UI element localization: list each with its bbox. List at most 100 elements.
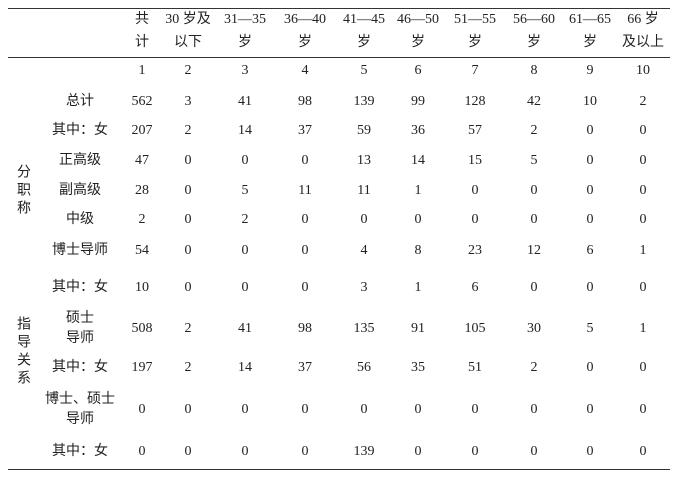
row-label: 中级 (66, 212, 94, 227)
cell: 2 (184, 321, 192, 336)
group-label: 分职称 (15, 163, 30, 218)
cell: 0 (241, 153, 249, 168)
cell: 41 (238, 94, 252, 109)
column-header: 共 (135, 12, 149, 27)
cell: 14 (238, 123, 252, 138)
column-index: 5 (360, 63, 368, 78)
row-label: 其中：女 (52, 444, 108, 459)
cell: 0 (471, 183, 479, 198)
bottom-rule (8, 469, 670, 470)
cell: 41 (238, 321, 252, 336)
cell: 139 (353, 444, 375, 459)
cell: 0 (301, 280, 309, 295)
column-header: 岁 (583, 35, 597, 50)
cell: 0 (301, 402, 309, 417)
column-header: 岁 (298, 35, 312, 50)
cell: 57 (468, 123, 482, 138)
cell: 99 (411, 94, 425, 109)
cell: 0 (530, 280, 538, 295)
row-label: 其中：女 (52, 123, 108, 138)
cell: 28 (135, 183, 149, 198)
column-header: 岁 (357, 35, 371, 50)
cell: 2 (530, 360, 538, 375)
column-header: 61—65 (569, 12, 611, 27)
cell: 1 (414, 280, 422, 295)
column-index: 3 (241, 63, 249, 78)
cell: 0 (530, 212, 538, 227)
cell: 0 (639, 153, 647, 168)
cell: 0 (241, 243, 249, 258)
cell: 0 (241, 402, 249, 417)
cell: 54 (135, 243, 149, 258)
cell: 0 (360, 212, 368, 227)
column-header: 岁 (238, 35, 252, 50)
cell: 128 (464, 94, 486, 109)
cell: 0 (184, 183, 192, 198)
column-index: 10 (636, 63, 650, 78)
cell: 0 (530, 183, 538, 198)
column-header: 30 岁及 (165, 12, 211, 27)
column-index: 8 (530, 63, 538, 78)
cell: 4 (360, 243, 368, 258)
cell: 2 (184, 360, 192, 375)
cell: 47 (135, 153, 149, 168)
cell: 0 (586, 402, 594, 417)
cell: 98 (298, 94, 312, 109)
cell: 37 (298, 360, 312, 375)
column-index: 7 (471, 63, 479, 78)
column-header: 46—50 (397, 12, 439, 27)
cell: 0 (639, 280, 647, 295)
column-header: 36—40 (284, 12, 326, 27)
group-label: 指导关系 (15, 315, 30, 388)
cell: 0 (184, 212, 192, 227)
cell: 2 (241, 212, 249, 227)
cell: 0 (414, 402, 422, 417)
cell: 0 (639, 444, 647, 459)
column-header: 51—55 (454, 12, 496, 27)
cell: 59 (357, 123, 371, 138)
cell: 0 (639, 212, 647, 227)
cell: 11 (298, 183, 312, 198)
cell: 0 (414, 212, 422, 227)
cell: 5 (586, 321, 594, 336)
column-index: 6 (414, 63, 422, 78)
cell: 36 (411, 123, 425, 138)
cell: 30 (527, 321, 541, 336)
row-label: 其中：女 (52, 280, 108, 295)
cell: 0 (360, 402, 368, 417)
cell: 51 (468, 360, 482, 375)
cell: 13 (357, 153, 371, 168)
cell: 0 (301, 153, 309, 168)
cell: 0 (138, 402, 146, 417)
cell: 0 (241, 280, 249, 295)
cell: 0 (586, 360, 594, 375)
cell: 0 (184, 444, 192, 459)
cell: 0 (471, 402, 479, 417)
cell: 12 (527, 243, 541, 258)
cell: 56 (357, 360, 371, 375)
cell: 2 (138, 212, 146, 227)
row-label: 导师 (66, 412, 94, 427)
cell: 2 (184, 123, 192, 138)
cell: 23 (468, 243, 482, 258)
cell: 37 (298, 123, 312, 138)
cell: 105 (464, 321, 486, 336)
cell: 0 (586, 153, 594, 168)
row-label: 硕士 (66, 311, 94, 326)
cell: 207 (131, 123, 153, 138)
row-label: 其中：女 (52, 360, 108, 375)
cell: 0 (639, 123, 647, 138)
cell: 2 (530, 123, 538, 138)
cell: 0 (586, 212, 594, 227)
cell: 0 (301, 444, 309, 459)
cell: 0 (639, 183, 647, 198)
cell: 135 (353, 321, 375, 336)
top-rule (8, 8, 670, 9)
cell: 0 (530, 402, 538, 417)
cell: 2 (639, 94, 647, 109)
cell: 197 (131, 360, 153, 375)
cell: 35 (411, 360, 425, 375)
column-header: 计 (135, 35, 149, 50)
cell: 10 (135, 280, 149, 295)
